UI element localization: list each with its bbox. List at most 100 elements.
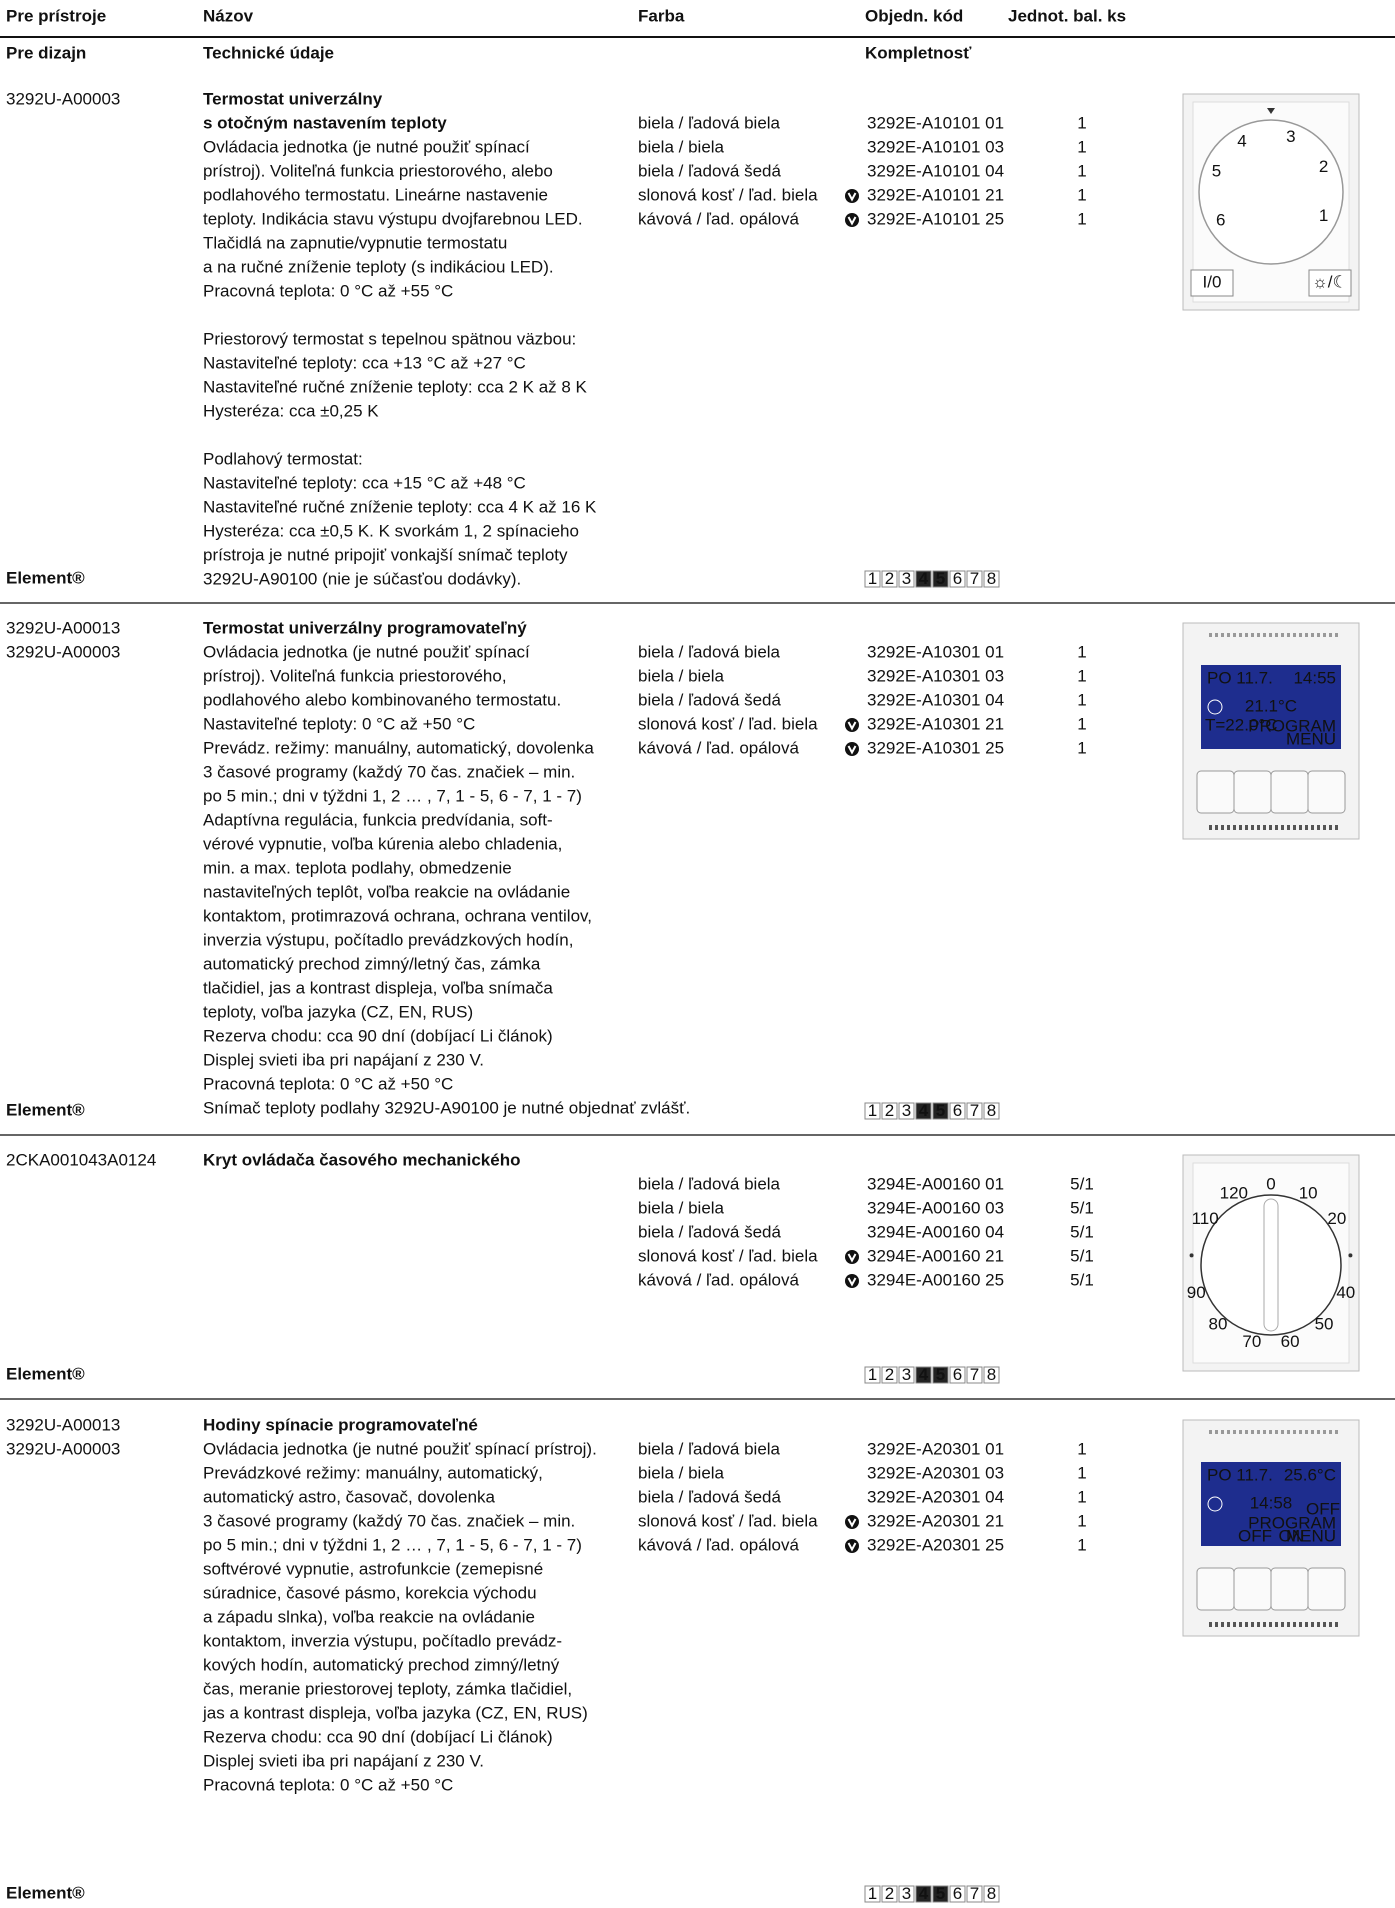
column-subheader: Kompletnosť — [865, 43, 972, 62]
variant-quantity: 1 — [1077, 185, 1086, 204]
dial-label: 40 — [1336, 1283, 1355, 1302]
vent — [1257, 1622, 1260, 1627]
dial-label: 80 — [1208, 1314, 1227, 1333]
dial-label: 5 — [1212, 162, 1221, 181]
variant-mark-check — [847, 1518, 857, 1528]
scale-box — [915, 1102, 932, 1120]
vent — [1239, 1430, 1242, 1434]
scale-box — [949, 570, 966, 588]
scale-label: 5 — [936, 1365, 945, 1384]
scale-box — [864, 1102, 881, 1120]
description-line: Tlačidlá na zapnutie/vypnutie termostatu — [203, 233, 507, 252]
variant-quantity: 1 — [1077, 690, 1086, 709]
vent — [1239, 825, 1242, 830]
vent — [1209, 1622, 1212, 1627]
vent — [1311, 825, 1314, 830]
scale-label: 2 — [885, 569, 894, 588]
dial-label: 50 — [1315, 1314, 1334, 1333]
scale-label: 1 — [868, 1884, 877, 1903]
variant-mark — [845, 1539, 859, 1553]
vent — [1329, 825, 1332, 830]
vent — [1221, 1622, 1224, 1627]
description-line: Prevádz. režimy: manuálny, automatický, … — [203, 738, 594, 757]
vent — [1311, 1430, 1314, 1434]
description-line: nastaviteľných teplôt, voľba reakcie na … — [203, 882, 570, 901]
vent — [1233, 825, 1236, 830]
vent — [1305, 825, 1308, 830]
scale-label: 1 — [868, 1365, 877, 1384]
scale-label: 8 — [987, 1365, 996, 1384]
scale-box — [915, 1366, 932, 1384]
vent — [1293, 1622, 1296, 1627]
dial-label: 10 — [1299, 1184, 1318, 1203]
scale-label: 3 — [902, 1101, 911, 1120]
screen-key: MENU — [1286, 1526, 1336, 1545]
scale-label: 6 — [953, 569, 962, 588]
vent — [1269, 1622, 1272, 1627]
variant-code: 3292E-A10301 21 — [867, 714, 1004, 733]
variant-quantity: 1 — [1077, 161, 1086, 180]
variant-code: 3294E-A00160 04 — [867, 1222, 1004, 1241]
variant-mark — [845, 1250, 859, 1264]
vent — [1227, 1430, 1230, 1434]
variant-mark-check — [847, 1277, 857, 1287]
brand: Element® — [6, 1364, 85, 1383]
scale-box — [915, 570, 932, 588]
variant-quantity: 1 — [1077, 1463, 1086, 1482]
vent — [1311, 633, 1314, 637]
variant-code: 3292E-A10101 04 — [867, 161, 1004, 180]
scale-box — [864, 570, 881, 588]
description-line: Pracovná teplota: 0 °C až +55 °C — [203, 281, 453, 300]
description-line: Ovládacia jednotka (je nutné použiť spín… — [203, 642, 530, 661]
scale-box — [966, 1885, 983, 1903]
scale-box — [932, 1102, 949, 1120]
scale-box — [983, 1885, 1000, 1903]
vent — [1227, 1622, 1230, 1627]
variant-color: slonová kosť / ľad. biela — [638, 714, 818, 733]
screen-program: PROGRAM — [1248, 716, 1336, 735]
vent — [1269, 825, 1272, 830]
description-line: Nastaviteľné teploty: cca +15 °C až +48 … — [203, 473, 526, 492]
vent — [1239, 1622, 1242, 1627]
scale-box — [881, 570, 898, 588]
dial-label: 120 — [1220, 1184, 1248, 1203]
scale-box — [881, 1366, 898, 1384]
vent — [1263, 633, 1266, 637]
scale-label: 2 — [885, 1101, 894, 1120]
scale-box — [966, 1102, 983, 1120]
scale-label: 6 — [953, 1884, 962, 1903]
scale-box — [949, 1885, 966, 1903]
vent — [1329, 633, 1332, 637]
scale-label: 3 — [902, 569, 911, 588]
vent — [1233, 633, 1236, 637]
vent — [1299, 633, 1302, 637]
vent — [1317, 633, 1320, 637]
vent — [1251, 633, 1254, 637]
scale-label: 5 — [936, 569, 945, 588]
variant-color: biela / ľadová biela — [638, 113, 781, 132]
vent — [1317, 1622, 1320, 1627]
screen-main: 14:58 — [1250, 1493, 1293, 1512]
variant-mark-check — [847, 1253, 857, 1263]
variant-color: biela / ľadová biela — [638, 1174, 781, 1193]
device-button — [1307, 1567, 1346, 1611]
description-line: teploty. Indikácia stavu výstupu dvojfar… — [203, 209, 583, 228]
description-line: 3 časové programy (každý 70 čas. značiek… — [203, 762, 575, 781]
variant-code: 3292E-A10101 21 — [867, 185, 1004, 204]
variant-quantity: 5/1 — [1070, 1270, 1094, 1289]
scale-box — [915, 1885, 932, 1903]
screen-key: ON — [1279, 1526, 1305, 1545]
variant-color: kávová / ľad. opálová — [638, 209, 799, 228]
scale-label: 4 — [919, 1101, 929, 1120]
description-line: prístroj). Voliteľná funkcia priestorové… — [203, 161, 553, 180]
scale-box — [932, 1366, 949, 1384]
dial-label: 60 — [1281, 1332, 1300, 1351]
description-line: 3292U-A90100 (nie je súčasťou dodávky). — [203, 569, 521, 588]
column-subheader: Pre dizajn — [6, 43, 86, 62]
device-button — [1233, 1567, 1272, 1611]
column-header: Objedn. kód — [865, 6, 963, 25]
screen-key: OFF — [1238, 1526, 1272, 1545]
vent — [1245, 1622, 1248, 1627]
